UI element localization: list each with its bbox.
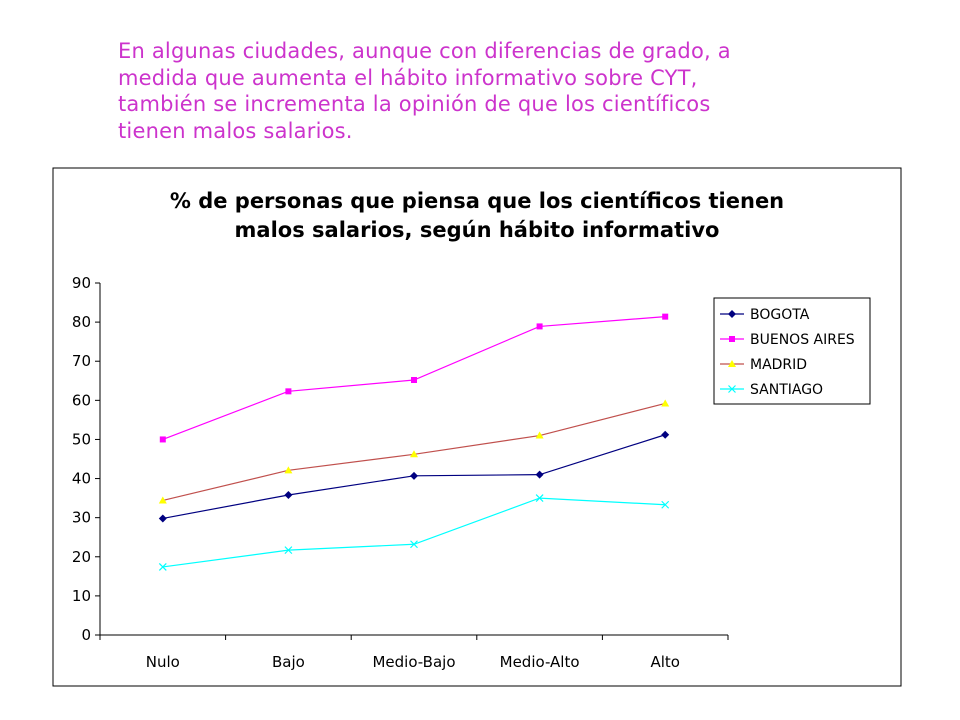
legend-box — [713, 297, 871, 405]
y-tick-label: 60 — [72, 391, 91, 409]
data-point — [284, 490, 293, 499]
chart-title-line-1: % de personas que piensa que los científ… — [170, 189, 784, 213]
intro-line: medida que aumenta el hábito informativo… — [118, 65, 698, 90]
y-tick-label: 70 — [72, 352, 91, 370]
data-point — [535, 494, 544, 503]
legend-item: BOGOTA — [720, 307, 810, 323]
data-point — [535, 470, 544, 479]
data-point — [662, 313, 669, 320]
axes: 0 10 20 30 40 50 60 70 80 90 Nulo Bajo Medio-Bajo Med… — [72, 274, 729, 671]
data-point — [411, 376, 417, 383]
legend-item: BUENOS AIRES — [720, 332, 855, 348]
data-point — [159, 436, 166, 443]
legend-label: MADRID — [750, 357, 807, 373]
x-tick-label: Bajo — [272, 653, 305, 671]
data-point — [285, 388, 292, 395]
data-point — [661, 399, 670, 407]
y-tick-label: 80 — [72, 313, 91, 331]
legend-label: SANTIAGO — [750, 382, 823, 398]
x-tick-label: Nulo — [146, 653, 180, 671]
x-tick-label: Medio-Bajo — [372, 653, 455, 671]
legend-item: MADRID — [720, 357, 807, 373]
intro-text: En algunas ciudades, aunque con diferenc… — [118, 38, 838, 144]
x-tick-label: Alto — [650, 653, 680, 671]
intro-line: En algunas ciudades, aunque con diferenc… — [118, 39, 731, 63]
series-santiago — [158, 494, 670, 571]
data-point — [410, 540, 418, 549]
chart-title-line-2: malos salarios, según hábito informativo — [235, 218, 720, 242]
data-point — [536, 323, 543, 330]
data-point — [728, 360, 736, 367]
data-point — [158, 563, 167, 571]
y-tick-label: 40 — [72, 470, 91, 488]
data-point — [535, 431, 544, 439]
y-tick-label: 50 — [72, 430, 91, 448]
y-tick-label: 0 — [81, 626, 91, 644]
series-layer — [158, 313, 670, 571]
y-tick-label: 90 — [72, 274, 91, 292]
y-tick-label: 10 — [72, 587, 91, 605]
data-point — [158, 514, 167, 523]
intro-line: también se incrementa la opinión de que … — [118, 92, 711, 116]
data-point — [661, 500, 670, 509]
data-point — [661, 430, 670, 439]
x-tick-label: Medio-Alto — [500, 653, 580, 671]
legend-label: BOGOTA — [750, 307, 810, 323]
y-tick-label: 20 — [72, 548, 91, 566]
series-madrid — [158, 399, 670, 504]
data-point — [729, 336, 735, 342]
data-point — [410, 471, 418, 480]
data-point — [728, 385, 736, 393]
data-point — [410, 450, 418, 458]
intro-line: tienen malos salarios. — [118, 118, 353, 143]
chart-frame — [52, 167, 902, 687]
y-tick-label: 30 — [72, 509, 91, 527]
legend-item: SANTIAGO — [720, 382, 823, 398]
data-point — [284, 546, 293, 555]
series-buenos-aires — [159, 313, 669, 443]
series-bogota — [158, 430, 670, 523]
data-point — [728, 310, 736, 318]
data-point — [284, 466, 293, 474]
legend: BOGOTA BUENOS AIRES MADRID SANTIAGO — [713, 297, 871, 405]
data-point — [158, 496, 167, 504]
legend-label: BUENOS AIRES — [750, 332, 855, 348]
